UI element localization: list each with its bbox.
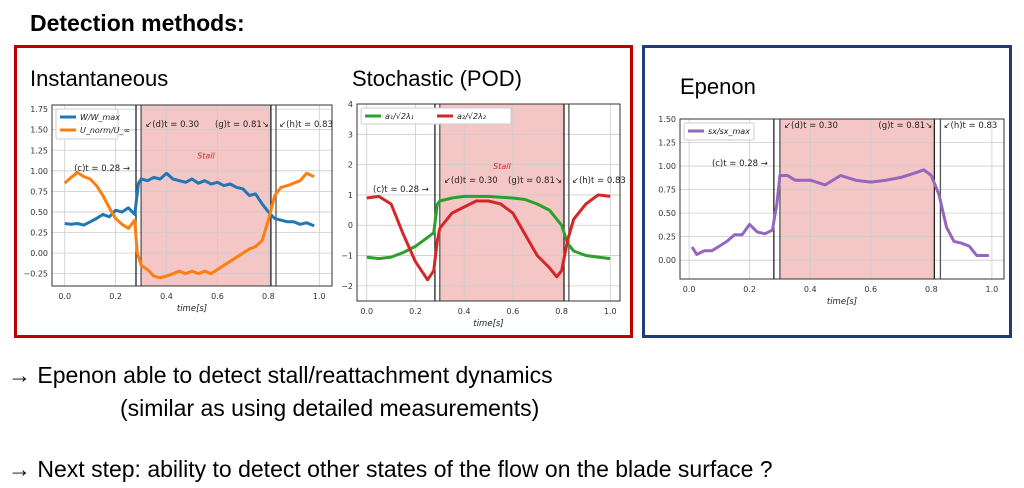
x-tick-label: 0.2 [109, 292, 122, 301]
y-tick-label: 4 [348, 100, 353, 109]
x-tick-label: 0.6 [211, 292, 224, 301]
y-tick-label: 0.00 [658, 256, 676, 265]
plot-frame [51, 104, 333, 287]
annotation-g: (g)t = 0.81↘ [878, 121, 932, 131]
note-similar-measurements: (similar as using detailed measurements) [120, 395, 540, 421]
y-tick-label: 1.75 [30, 105, 48, 114]
y-tick-label: 1.00 [30, 167, 48, 176]
y-tick-label: 0.25 [30, 229, 48, 238]
x-tick-label: 0.0 [58, 292, 71, 301]
comparison-methods-frame [14, 45, 633, 338]
annotation-c: (c)t = 0.28 → [712, 159, 768, 169]
y-tick-label: 3 [348, 130, 353, 139]
legend-label: W/W_max [80, 113, 120, 122]
legend-label: a₁/√2λ₁ [385, 112, 414, 121]
annotation-d: ↙(d)t = 0.30 [145, 120, 199, 130]
note-next-step: → Next step: ability to detect other sta… [8, 456, 773, 482]
note-epenon-detects-stall: → Epenon able to detect stall/reattachme… [8, 362, 553, 388]
y-tick-label: 0.50 [658, 209, 676, 218]
x-axis-label: time[s] [177, 304, 207, 314]
x-tick-label: 0.8 [925, 285, 938, 294]
y-tick-label: 0.25 [658, 233, 676, 242]
x-tick-label: 0.4 [160, 292, 173, 301]
y-tick-label: 0 [348, 221, 353, 230]
series-line [366, 194, 611, 261]
y-tick-label: −2 [341, 282, 353, 291]
x-tick-label: 0.8 [555, 307, 568, 316]
plot-frame [679, 118, 1005, 280]
y-tick-label: 0.00 [30, 249, 48, 258]
section-title-instantaneous: Instantaneous [30, 66, 169, 91]
x-tick-label: 0.6 [506, 307, 519, 316]
annotation-h: ↙(h)t = 0.83 [943, 121, 997, 131]
stall-label: Stall [197, 151, 215, 160]
x-tick-label: 1.0 [986, 285, 999, 294]
x-axis-label: time[s] [473, 319, 503, 329]
slide-title: Detection methods: [30, 10, 245, 36]
stall-label: Stall [493, 162, 511, 171]
y-tick-label: 0.75 [658, 186, 676, 195]
y-tick-label: 1.25 [658, 139, 676, 148]
y-tick-label: −1 [341, 252, 353, 261]
annotation-h: ↙(h)t = 0.83 [572, 176, 626, 186]
x-tick-label: 0.2 [743, 285, 756, 294]
annotation-c: (c)t = 0.28 → [373, 185, 429, 195]
legend-box [683, 122, 755, 141]
y-tick-label: 2 [348, 161, 353, 170]
annotation-g: (g)t = 0.81↘ [508, 176, 562, 186]
series-line [366, 193, 611, 282]
x-tick-label: 0.0 [360, 307, 373, 316]
legend-label: a₂/√2λ₂ [457, 112, 487, 121]
section-title-epenon: Epenon [680, 74, 756, 99]
x-tick-label: 0.6 [864, 285, 877, 294]
series-line [63, 171, 315, 280]
x-tick-label: 0.2 [409, 307, 422, 316]
y-tick-label: 1.50 [658, 115, 676, 124]
y-tick-label: 0.50 [30, 208, 48, 217]
y-tick-label: 1 [348, 191, 353, 200]
y-tick-label: 1.50 [30, 126, 48, 135]
legend-label: sx/sx_max [708, 127, 750, 136]
annotation-d: ↙(d)t = 0.30 [444, 176, 498, 186]
x-axis-label: time[s] [827, 297, 857, 307]
x-tick-label: 0.8 [262, 292, 275, 301]
series-line [690, 168, 989, 257]
legend-box [360, 107, 512, 125]
x-tick-label: 1.0 [604, 307, 617, 316]
stall-region [439, 104, 564, 301]
plot-frame [356, 103, 621, 302]
y-tick-label: 1.00 [658, 162, 676, 171]
section-title-stochastic: Stochastic (POD) [352, 66, 522, 91]
epenon-frame [642, 45, 1012, 338]
x-tick-label: 0.0 [683, 285, 696, 294]
annotation-d: ↙(d)t = 0.30 [784, 121, 838, 131]
y-tick-label: 0.75 [30, 187, 48, 196]
annotation-c: (c)t = 0.28 → [74, 164, 130, 174]
annotation-g: (g)t = 0.81↘ [215, 120, 269, 130]
x-tick-label: 1.0 [313, 292, 326, 301]
x-tick-label: 0.4 [458, 307, 471, 316]
y-tick-label: −0.25 [23, 270, 48, 279]
annotation-h: ↙(h)t = 0.83 [279, 120, 333, 130]
stall-region [779, 119, 935, 279]
legend-label: U_norm/U_∞ [80, 126, 130, 135]
x-tick-label: 0.4 [804, 285, 817, 294]
y-tick-label: 1.25 [30, 146, 48, 155]
